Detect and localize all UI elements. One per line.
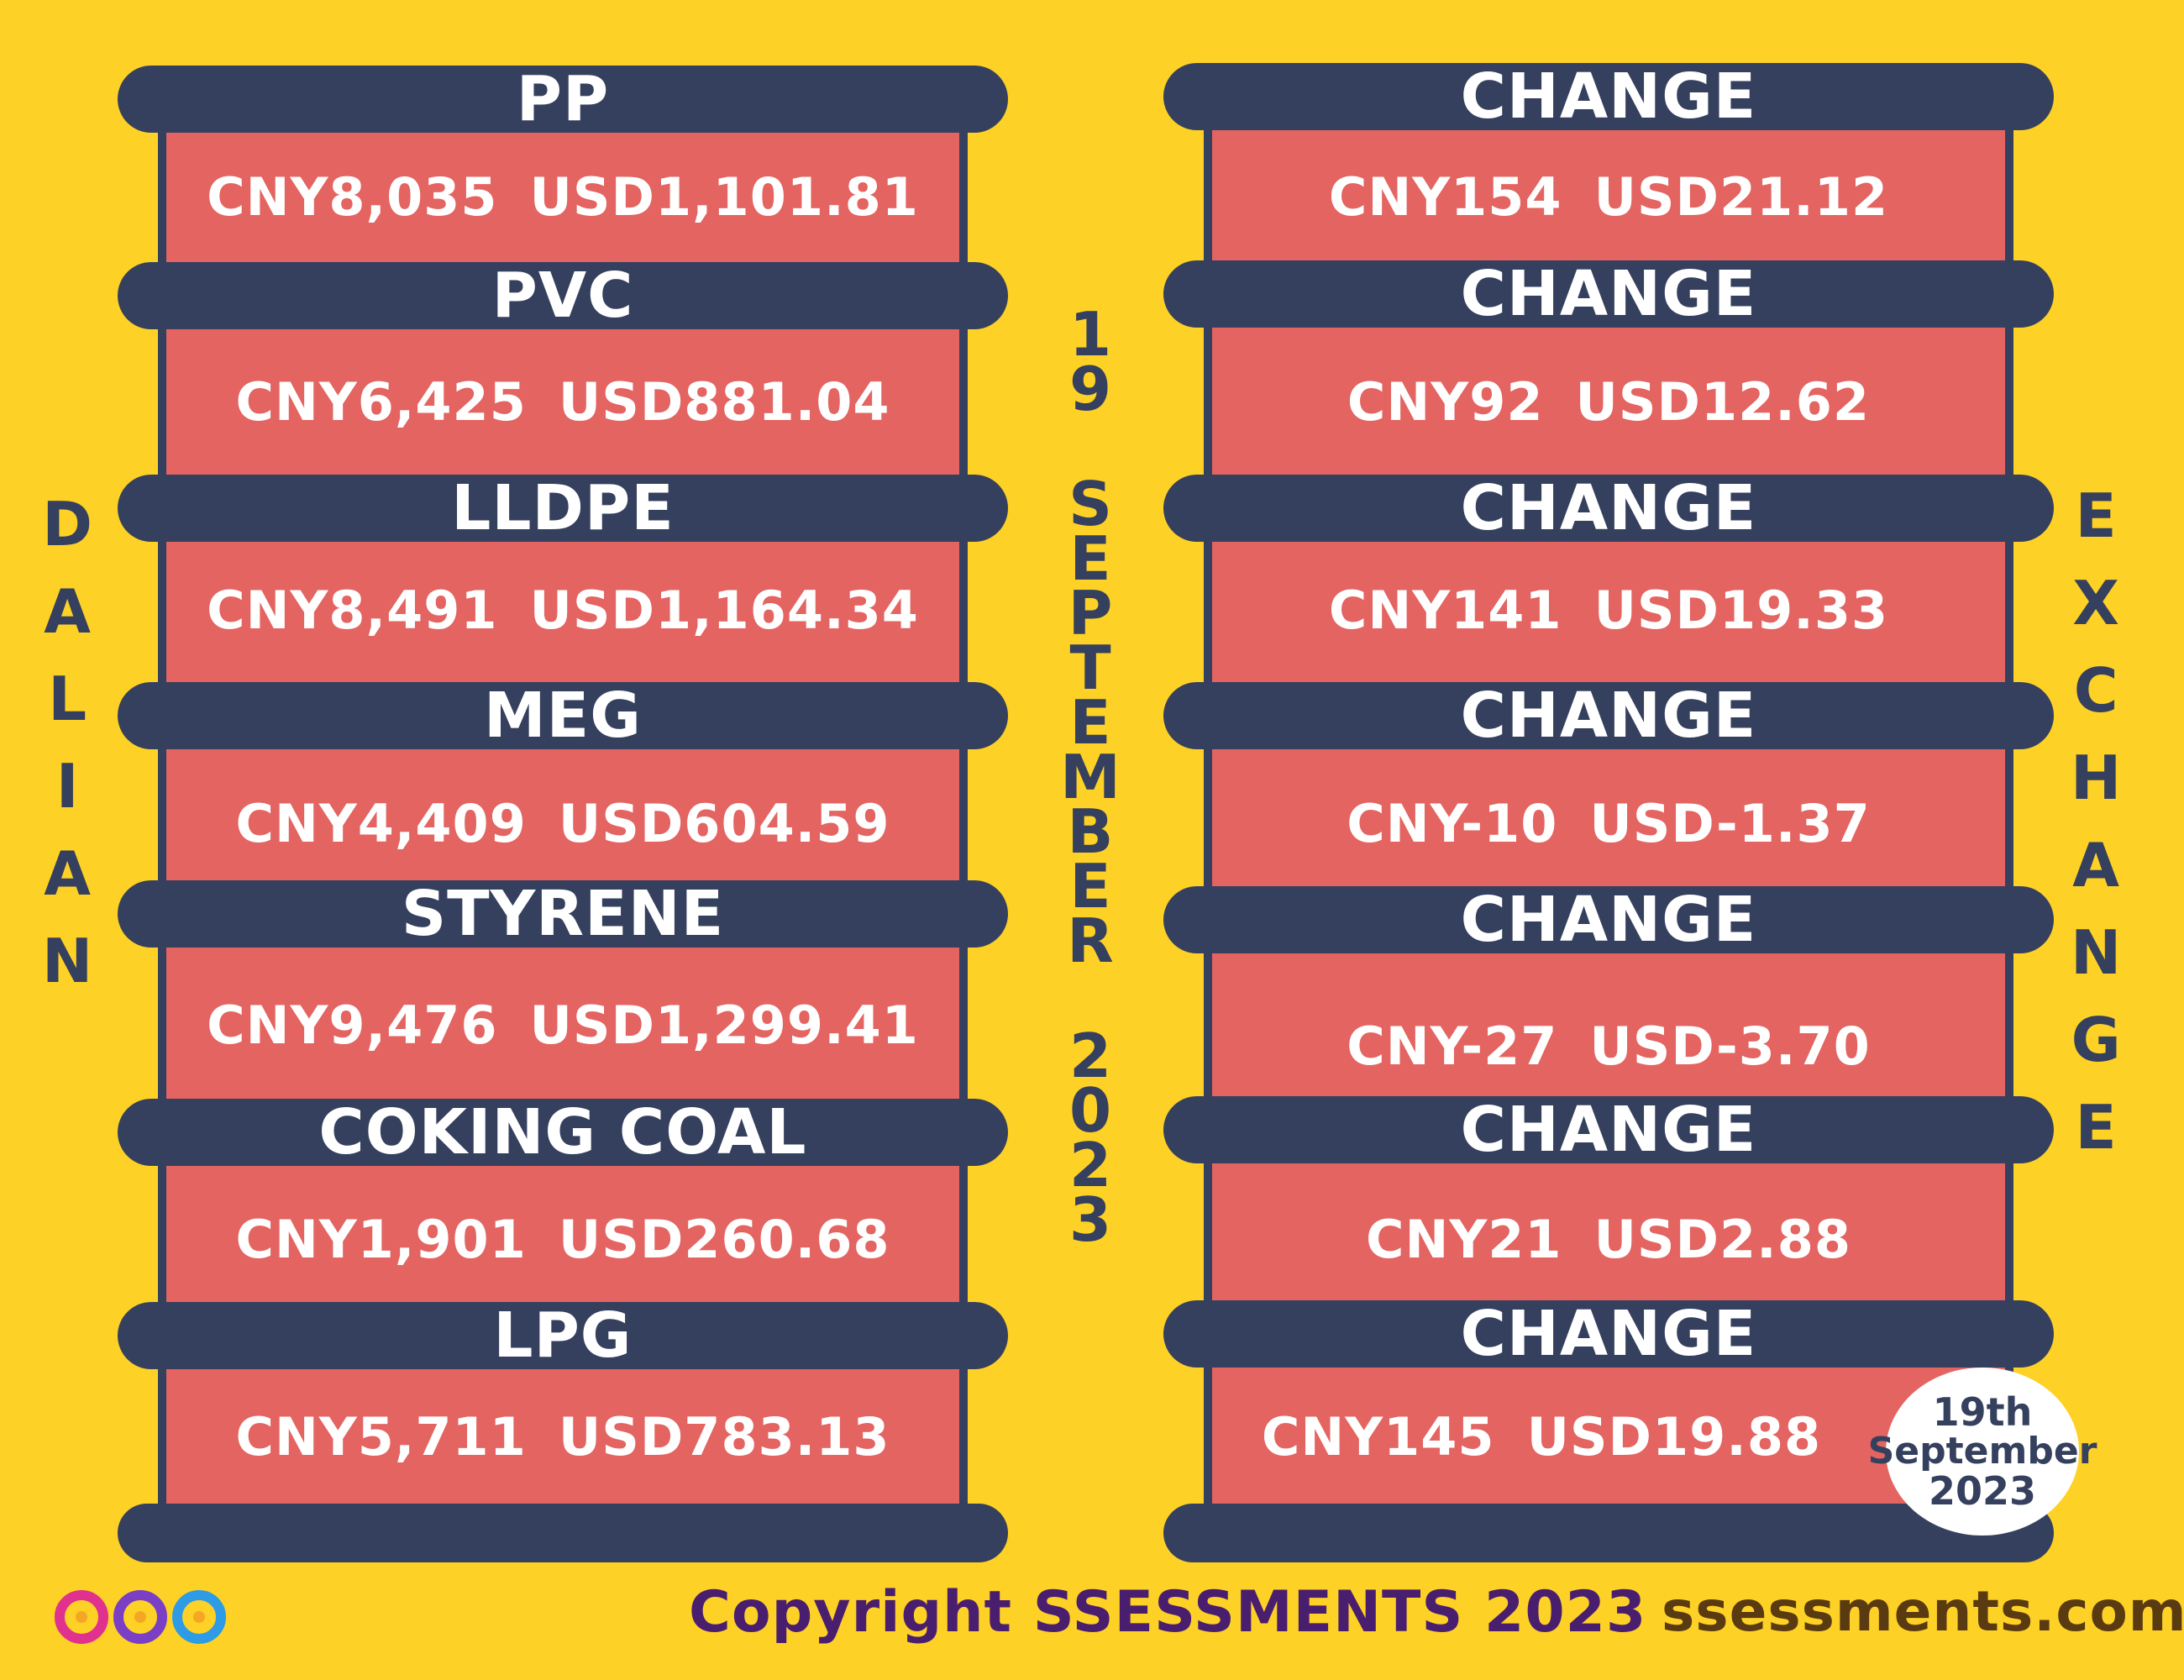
change-usd: USD19.88 — [1526, 1405, 1822, 1467]
date-char: T — [1069, 633, 1111, 703]
change-header: CHANGE — [1163, 472, 2054, 544]
price-cny: CNY5,711 — [235, 1405, 527, 1467]
change-usd: USD19.33 — [1593, 579, 1889, 641]
change-panel: CNY92 USD12.62 — [1204, 319, 2013, 484]
price-cny: CNY1,901 — [235, 1208, 527, 1270]
change-cny: CNY92 — [1347, 370, 1544, 433]
date-stamp-day: 19th — [1932, 1389, 2033, 1435]
change-panel: CNY145 USD19.88 — [1204, 1361, 2013, 1512]
change-header: CHANGE — [1163, 1298, 2054, 1370]
change-cny: CNY145 — [1261, 1405, 1495, 1467]
price-usd: USD1,299.41 — [529, 994, 919, 1056]
change-usd: USD-3.70 — [1589, 1015, 1871, 1077]
right-title-letter: G — [2071, 1005, 2121, 1075]
change-cny: CNY141 — [1328, 579, 1562, 641]
change-usd: USD-1.37 — [1589, 792, 1871, 854]
copyright-text: Copyright SSESSMENTS 2023 — [689, 1579, 1647, 1646]
change-cny: CNY21 — [1365, 1208, 1562, 1270]
date-char: 3 — [1068, 1184, 1112, 1255]
date-char: R — [1067, 906, 1114, 976]
date-stamp-year: 2023 — [1928, 1468, 2037, 1515]
change-header: CHANGE — [1163, 258, 2054, 330]
change-header: CHANGE — [1163, 680, 2054, 752]
commodity-header: LPG — [118, 1299, 1008, 1372]
change-cny: CNY154 — [1328, 165, 1562, 228]
date-stamp-month: September — [1867, 1429, 2097, 1473]
change-cny: CNY-10 — [1347, 792, 1558, 854]
date-char: M — [1060, 742, 1121, 812]
date-char: P — [1068, 578, 1113, 648]
change-header: CHANGE — [1163, 60, 2054, 133]
price-cny: CNY6,425 — [235, 370, 527, 433]
change-panel: CNY-10 USD-1.37 — [1204, 739, 2013, 907]
price-cny: CNY9,476 — [207, 994, 498, 1056]
price-panel: CNY1,901 USD260.68 — [158, 1155, 968, 1323]
date-char: E — [1069, 687, 1111, 758]
change-panel: CNY21 USD2.88 — [1204, 1155, 2013, 1323]
date-char: 1 — [1068, 299, 1112, 370]
commodity-header: LLDPE — [118, 472, 1008, 544]
column-base-bar — [1163, 1504, 2054, 1562]
change-panel: CNY154 USD21.12 — [1204, 126, 2013, 267]
date-char: 9 — [1068, 354, 1112, 424]
left-title-letter: L — [48, 664, 87, 734]
infinity-loop-logo-icon — [52, 1588, 228, 1646]
change-usd: USD21.12 — [1593, 165, 1889, 228]
right-title-letter: H — [2071, 743, 2122, 813]
change-panel: CNY-27 USD-3.70 — [1204, 941, 2013, 1117]
price-cny: CNY8,491 — [207, 579, 498, 641]
commodity-header: COKING COAL — [118, 1096, 1008, 1168]
commodity-header: STYRENE — [118, 878, 1008, 950]
date-char: 2 — [1068, 1130, 1112, 1200]
price-usd: USD1,101.81 — [529, 165, 919, 228]
commodity-header: MEG — [118, 680, 1008, 752]
website-link[interactable]: ssessments.com — [1662, 1579, 2184, 1644]
price-usd: USD1,164.34 — [529, 579, 919, 641]
price-usd: USD881.04 — [558, 370, 890, 433]
left-title-letter: I — [55, 751, 79, 822]
date-char: E — [1069, 851, 1111, 921]
right-title-letter: A — [2072, 830, 2119, 900]
date-char: B — [1067, 796, 1114, 867]
column-base-bar — [118, 1504, 1008, 1562]
price-panel: CNY8,491 USD1,164.34 — [158, 529, 968, 690]
price-usd: USD260.68 — [558, 1208, 890, 1270]
price-panel: CNY4,409 USD604.59 — [158, 739, 968, 907]
change-header: CHANGE — [1163, 1094, 2054, 1166]
price-cny: CNY4,409 — [235, 792, 527, 854]
price-cny: CNY8,035 — [207, 165, 498, 228]
change-cny: CNY-27 — [1347, 1015, 1558, 1077]
right-title-letter: C — [2073, 655, 2118, 726]
price-panel: CNY6,425 USD881.04 — [158, 319, 968, 484]
vertical-date: 1 9 S E P T E M B E R 2 0 2 3 — [1057, 299, 1124, 1255]
right-vertical-title: E X C H A N G E — [2071, 486, 2121, 1184]
price-usd: USD604.59 — [558, 792, 890, 854]
left-title-letter: N — [42, 926, 93, 996]
change-panel: CNY141 USD19.33 — [1204, 529, 2013, 690]
left-title-letter: A — [44, 838, 91, 909]
price-panel: CNY8,035 USD1,101.81 — [158, 126, 968, 267]
change-usd: USD12.62 — [1575, 370, 1871, 433]
date-char: S — [1068, 469, 1112, 539]
date-char: 0 — [1068, 1075, 1112, 1146]
date-char: E — [1069, 523, 1111, 594]
price-panel: CNY5,711 USD783.13 — [158, 1361, 968, 1512]
left-title-letter: A — [44, 576, 91, 647]
commodity-header: PVC — [118, 260, 1008, 332]
date-char: 2 — [1068, 1021, 1112, 1091]
right-title-letter: X — [2072, 568, 2119, 638]
right-title-letter: E — [2075, 1092, 2117, 1163]
right-title-letter: E — [2075, 480, 2117, 551]
commodity-header: PP — [118, 63, 1008, 135]
price-panel: CNY9,476 USD1,299.41 — [158, 941, 968, 1109]
left-vertical-title: D A L I A N — [42, 494, 92, 1018]
price-usd: USD783.13 — [558, 1405, 890, 1467]
date-stamp: 19th September 2023 — [1868, 1368, 2097, 1536]
change-header: CHANGE — [1163, 884, 2054, 956]
right-title-letter: N — [2071, 917, 2122, 988]
change-usd: USD2.88 — [1593, 1208, 1851, 1270]
left-title-letter: D — [42, 489, 93, 559]
